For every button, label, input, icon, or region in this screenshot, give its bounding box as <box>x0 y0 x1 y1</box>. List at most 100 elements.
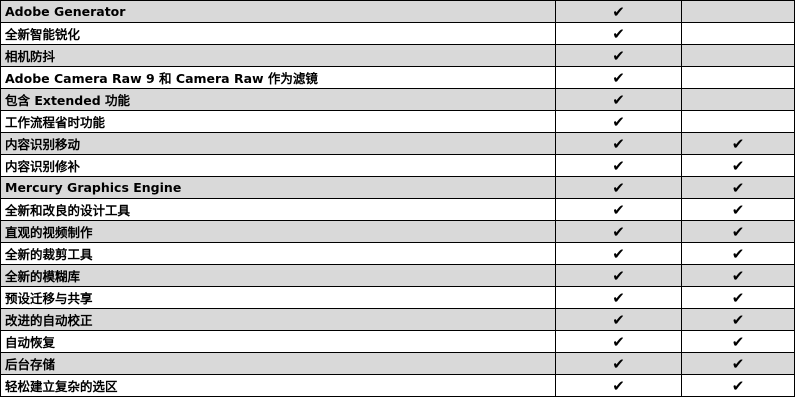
check-mark-icon: ✔ <box>612 200 625 219</box>
feature-name: 包含 Extended 功能 <box>0 88 556 111</box>
table-row: 后台存储 ✔ ✔ <box>0 352 795 375</box>
table-row: Adobe Camera Raw 9 和 Camera Raw 作为滤镜 ✔ <box>0 66 795 89</box>
check-mark-icon: ✔ <box>731 178 745 197</box>
col2-cell: ✔ <box>555 308 682 331</box>
check-mark-icon: ✔ <box>612 24 625 43</box>
feature-name: 工作流程省时功能 <box>0 110 556 133</box>
check-mark-icon: ✔ <box>731 266 745 285</box>
col3-cell <box>681 66 795 89</box>
col3-cell: ✔ <box>681 242 795 265</box>
feature-name: 改进的自动校正 <box>0 308 556 331</box>
check-mark-icon: ✔ <box>731 244 745 263</box>
check-mark-icon: ✔ <box>731 200 745 219</box>
col3-cell: ✔ <box>681 220 795 243</box>
check-mark-icon: ✔ <box>612 354 625 373</box>
check-mark-icon: ✔ <box>731 310 745 329</box>
check-mark-icon: ✔ <box>612 90 625 109</box>
col2-cell: ✔ <box>555 242 682 265</box>
col2-cell: ✔ <box>555 220 682 243</box>
col2-cell: ✔ <box>555 264 682 287</box>
col2-cell: ✔ <box>555 154 682 177</box>
col3-cell: ✔ <box>681 132 795 155</box>
check-mark-icon: ✔ <box>612 178 625 197</box>
check-mark-icon: ✔ <box>731 332 745 351</box>
table-row: 轻松建立复杂的选区 ✔ ✔ <box>0 374 795 397</box>
feature-name: 自动恢复 <box>0 330 556 353</box>
col2-cell: ✔ <box>555 66 682 89</box>
table-row: 自动恢复 ✔ ✔ <box>0 330 795 353</box>
check-mark-icon: ✔ <box>731 156 745 175</box>
check-mark-icon: ✔ <box>731 376 745 395</box>
check-mark-icon: ✔ <box>612 156 625 175</box>
col3-cell: ✔ <box>681 286 795 309</box>
feature-name: 全新的裁剪工具 <box>0 242 556 265</box>
feature-name: 内容识别修补 <box>0 154 556 177</box>
check-mark-icon: ✔ <box>612 266 625 285</box>
check-mark-icon: ✔ <box>612 112 625 131</box>
check-mark-icon: ✔ <box>612 310 625 329</box>
check-mark-icon: ✔ <box>612 2 625 21</box>
check-mark-icon: ✔ <box>612 222 625 241</box>
feature-name: 后台存储 <box>0 352 556 375</box>
col2-cell: ✔ <box>555 198 682 221</box>
check-mark-icon: ✔ <box>612 68 625 87</box>
table-row: 直观的视频制作 ✔ ✔ <box>0 220 795 243</box>
feature-name: 相机防抖 <box>0 44 556 67</box>
col3-cell <box>681 44 795 67</box>
table-row: 内容识别移动 ✔ ✔ <box>0 132 795 155</box>
col2-cell: ✔ <box>555 352 682 375</box>
table-row: 全新和改良的设计工具 ✔ ✔ <box>0 198 795 221</box>
feature-name: Adobe Generator <box>0 0 556 23</box>
table-row: 工作流程省时功能 ✔ <box>0 110 795 133</box>
col2-cell: ✔ <box>555 88 682 111</box>
feature-name: 全新智能锐化 <box>0 22 556 45</box>
col3-cell <box>681 0 795 23</box>
col3-cell: ✔ <box>681 374 795 397</box>
check-mark-icon: ✔ <box>731 222 745 241</box>
table-row: 包含 Extended 功能 ✔ <box>0 88 795 111</box>
check-mark-icon: ✔ <box>731 134 745 153</box>
col3-cell: ✔ <box>681 198 795 221</box>
table-row: 全新智能锐化 ✔ <box>0 22 795 45</box>
col2-cell: ✔ <box>555 0 682 23</box>
col3-cell <box>681 22 795 45</box>
col2-cell: ✔ <box>555 176 682 199</box>
table-row: 改进的自动校正 ✔ ✔ <box>0 308 795 331</box>
table-row: 全新的模糊库 ✔ ✔ <box>0 264 795 287</box>
col3-cell: ✔ <box>681 330 795 353</box>
table-row: 全新的裁剪工具 ✔ ✔ <box>0 242 795 265</box>
col2-cell: ✔ <box>555 44 682 67</box>
table-row: Adobe Generator ✔ <box>0 0 795 23</box>
check-mark-icon: ✔ <box>612 244 625 263</box>
table-row: 内容识别修补 ✔ ✔ <box>0 154 795 177</box>
col2-cell: ✔ <box>555 286 682 309</box>
col2-cell: ✔ <box>555 22 682 45</box>
feature-name: 轻松建立复杂的选区 <box>0 374 556 397</box>
col3-cell: ✔ <box>681 352 795 375</box>
col3-cell: ✔ <box>681 264 795 287</box>
col3-cell: ✔ <box>681 308 795 331</box>
feature-name: Mercury Graphics Engine <box>0 176 556 199</box>
col3-cell <box>681 88 795 111</box>
feature-name: 内容识别移动 <box>0 132 556 155</box>
check-mark-icon: ✔ <box>731 288 745 307</box>
col3-cell: ✔ <box>681 176 795 199</box>
col3-cell <box>681 110 795 133</box>
feature-name: 全新的模糊库 <box>0 264 556 287</box>
check-mark-icon: ✔ <box>612 376 625 395</box>
check-mark-icon: ✔ <box>731 354 745 373</box>
col2-cell: ✔ <box>555 110 682 133</box>
check-mark-icon: ✔ <box>612 134 625 153</box>
table-row: 相机防抖 ✔ <box>0 44 795 67</box>
col2-cell: ✔ <box>555 330 682 353</box>
feature-name: 直观的视频制作 <box>0 220 556 243</box>
check-mark-icon: ✔ <box>612 332 625 351</box>
table-row: 预设迁移与共享 ✔ ✔ <box>0 286 795 309</box>
feature-name: 全新和改良的设计工具 <box>0 198 556 221</box>
check-mark-icon: ✔ <box>612 46 625 65</box>
check-mark-icon: ✔ <box>612 288 625 307</box>
table-row: Mercury Graphics Engine ✔ ✔ <box>0 176 795 199</box>
col3-cell: ✔ <box>681 154 795 177</box>
